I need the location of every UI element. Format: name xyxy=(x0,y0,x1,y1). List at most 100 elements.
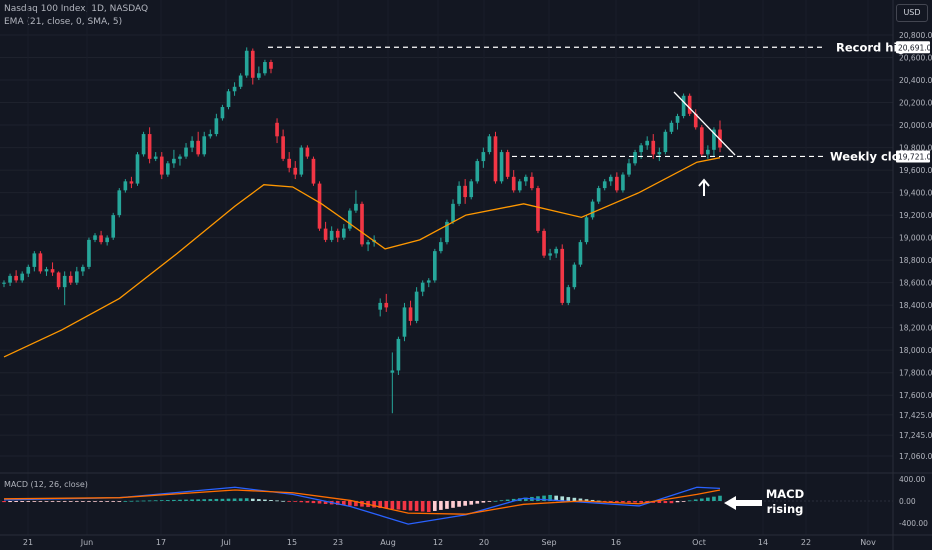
macd-histogram-bar xyxy=(263,499,267,501)
candle xyxy=(293,161,298,180)
candle-body xyxy=(172,158,176,164)
candle xyxy=(232,82,237,96)
candle xyxy=(602,179,607,191)
macd-histogram-bar xyxy=(524,497,528,501)
candle xyxy=(390,352,395,414)
macd-histogram-bar xyxy=(584,499,589,501)
candle-body xyxy=(26,266,31,274)
symbol-title: Nasdaq 100 Index, 1D, NASDAQ xyxy=(4,4,149,14)
candle-body xyxy=(62,275,67,288)
macd-histogram-bar xyxy=(687,500,692,502)
candle-body xyxy=(627,163,631,175)
candle-body xyxy=(232,86,237,92)
candle-body xyxy=(317,183,322,229)
price-tick-label: 19,600.00 xyxy=(899,166,932,175)
candle xyxy=(402,302,407,342)
candle-body xyxy=(226,91,231,108)
candle-body xyxy=(548,253,552,256)
macd-histogram-bar xyxy=(372,501,376,508)
candle-body xyxy=(299,147,304,175)
candle-body xyxy=(305,147,310,157)
macd-histogram-bar xyxy=(2,501,6,503)
candle-body xyxy=(196,140,200,155)
price-tick-label: 20,000.00 xyxy=(899,121,932,130)
candle xyxy=(396,336,401,375)
macd-histogram-bar xyxy=(99,501,103,502)
candle xyxy=(384,293,389,312)
macd-histogram-bar xyxy=(226,498,231,501)
candle-body xyxy=(693,113,698,128)
candle xyxy=(378,298,383,317)
macd-histogram-bar xyxy=(238,498,243,501)
candle-body xyxy=(687,95,692,114)
candle xyxy=(68,271,73,285)
macd-histogram-bar xyxy=(432,501,437,511)
macd-histogram-bar xyxy=(426,501,431,512)
price-tick-label: 17,600.00 xyxy=(899,391,932,400)
macd-histogram-bar xyxy=(718,495,722,501)
macd-histogram-bar xyxy=(117,501,122,502)
macd-histogram-bar xyxy=(578,498,583,501)
candle-body xyxy=(14,275,18,281)
macd-histogram-bar xyxy=(439,501,443,510)
candle-body xyxy=(524,176,528,182)
candle xyxy=(214,113,219,137)
candle xyxy=(505,149,510,180)
price-tick-label: 17,800.00 xyxy=(899,369,932,378)
candle-body xyxy=(269,62,273,69)
candle xyxy=(481,147,486,168)
macd-histogram-bar xyxy=(50,501,55,502)
macd-histogram-bar xyxy=(451,501,455,508)
candle-body xyxy=(439,242,443,252)
candle-body xyxy=(141,134,146,155)
candle xyxy=(87,237,91,270)
candle-body xyxy=(287,158,292,168)
macd-histogram-bar xyxy=(317,501,322,504)
price-tick-label: 19,800.00 xyxy=(899,144,932,153)
macd-histogram-bar xyxy=(706,497,710,501)
candle xyxy=(74,266,79,285)
candle xyxy=(93,233,97,243)
macd-annotation-line2: rising xyxy=(767,502,804,516)
macd-histogram-bar xyxy=(184,499,188,501)
candle-body xyxy=(166,163,170,175)
candle xyxy=(548,248,552,261)
candle xyxy=(687,93,692,117)
macd-histogram-bar xyxy=(62,501,67,502)
signal-line xyxy=(3,489,721,515)
macd-histogram-bar xyxy=(269,500,273,501)
candle-body xyxy=(111,215,116,238)
candle xyxy=(469,179,474,200)
macd-legend: MACD (12, 26, close) xyxy=(4,480,88,489)
candle-body xyxy=(378,302,383,310)
macd-histogram-bar xyxy=(542,495,546,501)
currency-button[interactable]: USD xyxy=(896,4,928,22)
macd-histogram-bar xyxy=(8,501,12,503)
time-tick-label: 23 xyxy=(333,538,343,547)
candle-body xyxy=(93,235,97,240)
macd-histogram-bar xyxy=(281,500,285,502)
macd-histogram-bar xyxy=(608,501,613,503)
candle xyxy=(645,136,650,150)
candle xyxy=(141,131,146,157)
candle-body xyxy=(445,221,449,243)
macd-histogram-bar xyxy=(196,499,200,501)
macd-histogram-bar xyxy=(475,501,480,504)
time-tick-label: 22 xyxy=(801,538,811,547)
candle xyxy=(159,152,164,180)
macd-histogram-bar xyxy=(414,501,419,512)
candle xyxy=(244,47,249,78)
macd-histogram-bar xyxy=(699,498,704,501)
macd-histogram-bar xyxy=(596,500,601,502)
trendline xyxy=(673,91,736,156)
macd-histogram-bar xyxy=(396,501,401,510)
macd-histogram-bar xyxy=(129,500,134,502)
candle xyxy=(2,280,6,288)
price-tick-label: 18,000.00 xyxy=(899,346,932,355)
candle xyxy=(530,172,534,191)
candle xyxy=(238,73,243,90)
macd-histogram-bar xyxy=(257,499,261,501)
macd-histogram-bar xyxy=(554,495,558,501)
macd-histogram-bar xyxy=(190,499,194,501)
